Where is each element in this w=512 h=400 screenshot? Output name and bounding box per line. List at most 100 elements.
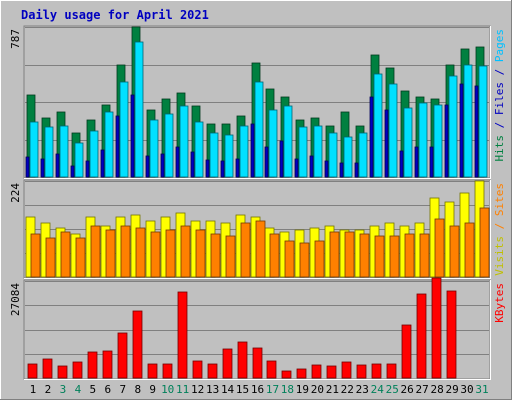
- bar-pages-29: [444, 104, 449, 178]
- bar-sites-10: [165, 229, 176, 278]
- bar-pages-7: [115, 115, 120, 178]
- x-tick-label: 16: [251, 383, 264, 396]
- legend-entry: Pages: [493, 29, 506, 62]
- legend-hits: Hits / Files / Pages: [493, 29, 506, 162]
- bar-files-6: [104, 111, 114, 178]
- x-tick-label: 8: [134, 383, 141, 396]
- bar-pages-21: [324, 160, 329, 178]
- series-pages: [25, 83, 479, 178]
- chart-title: Daily usage for April 2021: [21, 8, 209, 22]
- bar-kbytes-4: [72, 361, 83, 379]
- bar-sites-18: [284, 240, 295, 278]
- bar-files-12: [194, 121, 204, 178]
- bar-sites-22: [344, 231, 355, 278]
- x-tick-label: 6: [105, 383, 112, 396]
- bar-files-22: [343, 136, 353, 178]
- bar-sites-14: [225, 235, 236, 278]
- bar-files-29: [448, 75, 458, 178]
- bar-sites-26: [404, 233, 415, 278]
- bar-sites-2: [45, 237, 56, 278]
- x-tick-label: 14: [221, 383, 235, 396]
- bar-pages-9: [145, 155, 150, 178]
- bar-files-2: [44, 126, 54, 178]
- bar-kbytes-12: [192, 360, 203, 379]
- bar-pages-28: [429, 146, 434, 178]
- x-tick-label: 28: [430, 383, 443, 396]
- bar-files-5: [89, 130, 99, 178]
- y-max-label: 787: [9, 29, 22, 49]
- bar-sites-28: [434, 218, 445, 278]
- x-tick-label: 7: [119, 383, 126, 396]
- bar-pages-2: [40, 158, 45, 178]
- bar-pages-20: [309, 155, 314, 178]
- bar-kbytes-18: [281, 370, 292, 379]
- bar-files-30: [463, 64, 473, 178]
- bar-sites-3: [60, 231, 71, 278]
- bar-kbytes-29: [446, 290, 457, 379]
- bar-pages-13: [205, 159, 210, 178]
- bar-kbytes-25: [386, 363, 397, 379]
- bar-files-7: [119, 81, 129, 178]
- bar-kbytes-11: [177, 291, 188, 379]
- legend-entry: Files: [493, 82, 506, 115]
- panel-kbytes: 27084 KBytes: [9, 277, 506, 380]
- panel-visits: 224 Visits / Sites: [9, 179, 506, 279]
- bar-files-19: [298, 126, 308, 178]
- bar-kbytes-2: [42, 358, 53, 379]
- legend-entry: Hits: [493, 135, 506, 162]
- bar-files-17: [268, 109, 278, 178]
- bar-kbytes-16: [252, 347, 263, 379]
- legend-visits: Visits / Sites: [493, 183, 506, 276]
- x-tick-label: 23: [356, 383, 369, 396]
- bar-files-31: [478, 65, 488, 178]
- bar-sites-7: [120, 225, 131, 278]
- bar-pages-22: [339, 162, 344, 178]
- x-tick-label: 24: [371, 383, 385, 396]
- chart-panels: 787 Hits / Files / Pages 224 Visits / Sites…: [9, 25, 506, 380]
- bar-pages-15: [235, 158, 240, 178]
- bar-pages-12: [190, 151, 195, 178]
- bar-files-13: [209, 132, 219, 178]
- bar-files-1: [29, 121, 39, 178]
- x-tick-label: 29: [445, 383, 458, 396]
- bar-pages-17: [264, 146, 269, 178]
- bar-pages-30: [459, 83, 464, 178]
- x-tick-label: 12: [191, 383, 204, 396]
- x-tick-label: 15: [236, 383, 249, 396]
- bar-kbytes-14: [222, 348, 233, 379]
- bar-kbytes-20: [311, 364, 322, 379]
- bar-files-24: [373, 73, 383, 178]
- bar-kbytes-1: [27, 363, 38, 379]
- bar-sites-9: [150, 231, 161, 278]
- bar-sites-23: [359, 233, 370, 278]
- x-tick-label: 10: [161, 383, 174, 396]
- bar-pages-31: [474, 85, 479, 178]
- x-tick-label: 22: [341, 383, 354, 396]
- bar-sites-1: [30, 233, 41, 278]
- bar-sites-5: [90, 225, 101, 278]
- bar-sites-20: [314, 240, 325, 278]
- bar-files-20: [313, 125, 323, 178]
- x-tick-label: 27: [416, 383, 429, 396]
- x-tick-label: 11: [176, 383, 189, 396]
- bar-files-27: [418, 102, 428, 178]
- bar-sites-15: [240, 222, 251, 278]
- bar-sites-11: [180, 225, 191, 278]
- bar-pages-1: [25, 156, 30, 178]
- bar-pages-26: [399, 150, 404, 178]
- panel-hits: 787 Hits / Files / Pages: [9, 25, 506, 179]
- bar-sites-12: [195, 229, 206, 278]
- bar-files-21: [328, 132, 338, 178]
- bar-kbytes-24: [371, 363, 382, 379]
- x-tick-label: 31: [475, 383, 488, 396]
- bar-files-25: [388, 83, 398, 178]
- x-tick-label: 21: [326, 383, 339, 396]
- bar-kbytes-9: [147, 363, 158, 379]
- bar-sites-17: [269, 233, 280, 278]
- bar-pages-5: [85, 160, 90, 178]
- x-tick-label: 20: [311, 383, 324, 396]
- bar-pages-24: [369, 96, 374, 178]
- bar-files-26: [403, 107, 413, 178]
- y-max-label: 27084: [9, 283, 22, 316]
